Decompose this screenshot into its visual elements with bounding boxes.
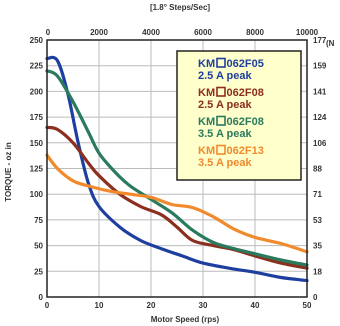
right-tick-label: 18 [313,267,322,276]
right-tick-label: 71 [313,190,322,199]
right-tick-label: 124 [313,113,327,122]
y-tick-label: 200 [30,87,44,96]
x-tick-label: 0 [45,301,50,310]
x-tick-label: 40 [251,301,260,310]
x-tick-label: 50 [303,301,312,310]
series-line-1 [45,55,309,283]
legend-square-icon [216,115,226,126]
y-tick-label: 150 [30,139,44,148]
top-tick-label: 2000 [90,28,108,37]
right-axis-label: (N [326,39,335,48]
legend-model-label: KM [198,87,215,99]
legend-square-icon [216,86,226,97]
right-tick-label: 53 [313,216,322,225]
legend-model-suffix: 062F05 [227,58,264,70]
right-tick-label: 35 [313,242,322,251]
legend-box [176,50,302,181]
y-tick-label: 100 [30,190,44,199]
top-tick-label: 6000 [194,28,212,37]
top-tick-label: 10000 [296,28,319,37]
y-tick-label: 50 [34,242,43,251]
series-lines [45,55,309,283]
top-axis-label: [1.8° Steps/Sec] [150,3,210,12]
legend-model-suffix: 062F08 [227,87,264,99]
y-tick-label: 125 [30,165,44,174]
legend-model-label: KM [198,145,215,157]
right-tick-label: 88 [313,165,322,174]
y-tick-label: 0 [39,293,44,302]
legend-square-icon [216,144,226,155]
right-tick-label: 177 [313,36,327,45]
legend-square-icon [216,57,226,68]
legend-current-label: 3.5 A peak [198,128,252,140]
legend-current-label: 2.5 A peak [198,70,252,82]
legend-current-label: 3.5 A peak [198,157,252,169]
series-line-2 [45,125,309,270]
y-tick-label: 25 [34,267,43,276]
plot-frame [46,39,308,298]
legend-model-suffix: 062F13 [227,145,264,157]
legend-model-suffix: 062F08 [227,116,264,128]
x-tick-label: 30 [199,301,208,310]
y-tick-label: 175 [30,113,44,122]
right-tick-label: 159 [313,62,327,71]
y-axis-label: TORQUE - oz in [4,142,13,202]
top-tick-label: 4000 [142,28,160,37]
y-tick-label: 225 [30,62,44,71]
legend-model-label: KM [198,58,215,70]
x-tick-label: 20 [147,301,156,310]
right-tick-label: 0 [313,293,318,302]
x-tick-label: 10 [95,301,104,310]
legend-model-label: KM [198,116,215,128]
right-tick-label: 106 [313,139,327,148]
legend-current-label: 2.5 A peak [198,99,252,111]
top-tick-label: 8000 [246,28,264,37]
y-tick-label: 75 [34,216,43,225]
top-tick-label: 0 [46,28,51,37]
y-tick-label: 250 [30,36,44,45]
series-line-3 [45,69,309,267]
x-axis-label: Motor Speed (rps) [151,315,220,324]
series-line-4 [45,153,309,254]
right-tick-label: 141 [313,87,327,96]
